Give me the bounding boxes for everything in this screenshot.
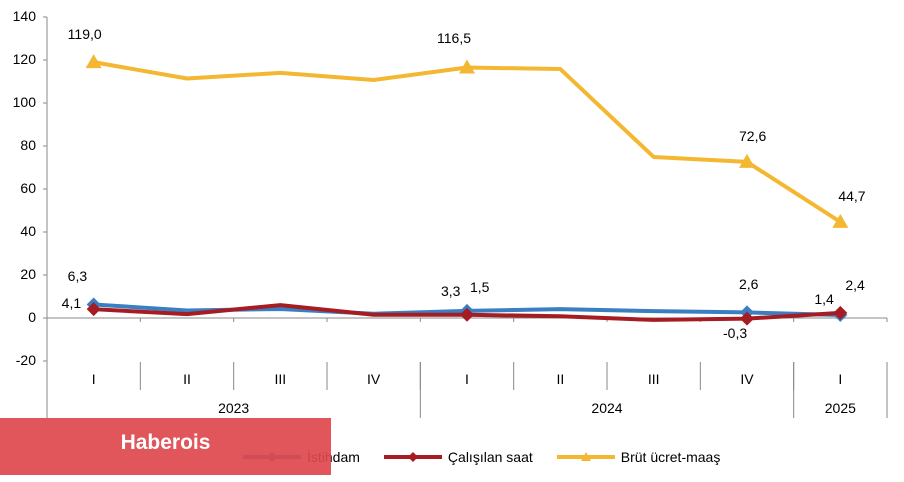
watermark-banner: Haberois: [0, 418, 331, 475]
y-tick-label: 80: [20, 137, 36, 153]
diamond-marker-icon: [86, 302, 101, 317]
series-line: [93, 60, 842, 224]
data-label: 119,0: [67, 26, 102, 43]
triangle-marker-icon: [832, 213, 849, 228]
year-label: 2024: [591, 400, 623, 416]
legend-label: Brüt ücret-maaş: [620, 449, 721, 465]
y-tick-label: 40: [20, 223, 36, 239]
quarter-label: III: [274, 371, 287, 387]
legend-marker-diamond-icon: [383, 452, 442, 462]
data-label: 116,5: [437, 29, 471, 46]
data-label: 6,3: [67, 268, 88, 285]
y-tick-label: 20: [20, 266, 36, 282]
legend-item-brut-ucret-maas[interactable]: Brüt ücret-maaş: [555, 449, 721, 465]
y-tick-label: 60: [20, 180, 36, 196]
quarter-label: IV: [740, 371, 754, 387]
data-label: 3,3: [441, 282, 461, 299]
legend-label: Çalışılan saat: [447, 449, 533, 465]
diamond-marker-icon: [740, 311, 754, 326]
quarter-label: II: [183, 371, 191, 387]
y-tick-label: 0: [28, 309, 36, 325]
legend: İstihdam Çalışılan saat Brüt ücret-maaş: [241, 449, 720, 465]
data-label: 4,1: [61, 295, 82, 312]
data-label: 1,5: [470, 278, 490, 295]
y-tick-label: 100: [12, 94, 36, 110]
y-tick-label: 120: [12, 51, 36, 67]
y-tick-label: -20: [15, 352, 36, 368]
diamond-marker-icon: [833, 305, 848, 320]
data-label: 2,6: [739, 276, 759, 293]
data-label: 1,4: [814, 290, 834, 307]
quarter-label: III: [647, 371, 660, 387]
triangle-marker-icon: [739, 153, 755, 168]
legend-item-calisilan-saat[interactable]: Çalışılan saat: [382, 449, 533, 465]
y-tick-label: 140: [12, 8, 36, 24]
diamond-marker-icon: [460, 307, 474, 322]
quarter-label: II: [556, 371, 565, 387]
quarter-label: IV: [367, 371, 381, 387]
watermark-text: Haberois: [120, 430, 211, 454]
triangle-marker-icon: [459, 59, 475, 74]
legend-marker-triangle-icon: [556, 452, 615, 461]
year-label: 2025: [824, 400, 856, 416]
quarter-label: I: [838, 371, 843, 387]
year-label: 2023: [218, 400, 250, 416]
data-label: 44,7: [838, 187, 866, 204]
data-label: 2,4: [845, 276, 865, 293]
quarter-label: I: [91, 371, 96, 387]
data-label: 72,6: [739, 127, 767, 144]
quarter-label: I: [465, 371, 469, 387]
triangle-marker-icon: [85, 54, 102, 69]
data-label: -0,3: [723, 324, 748, 341]
